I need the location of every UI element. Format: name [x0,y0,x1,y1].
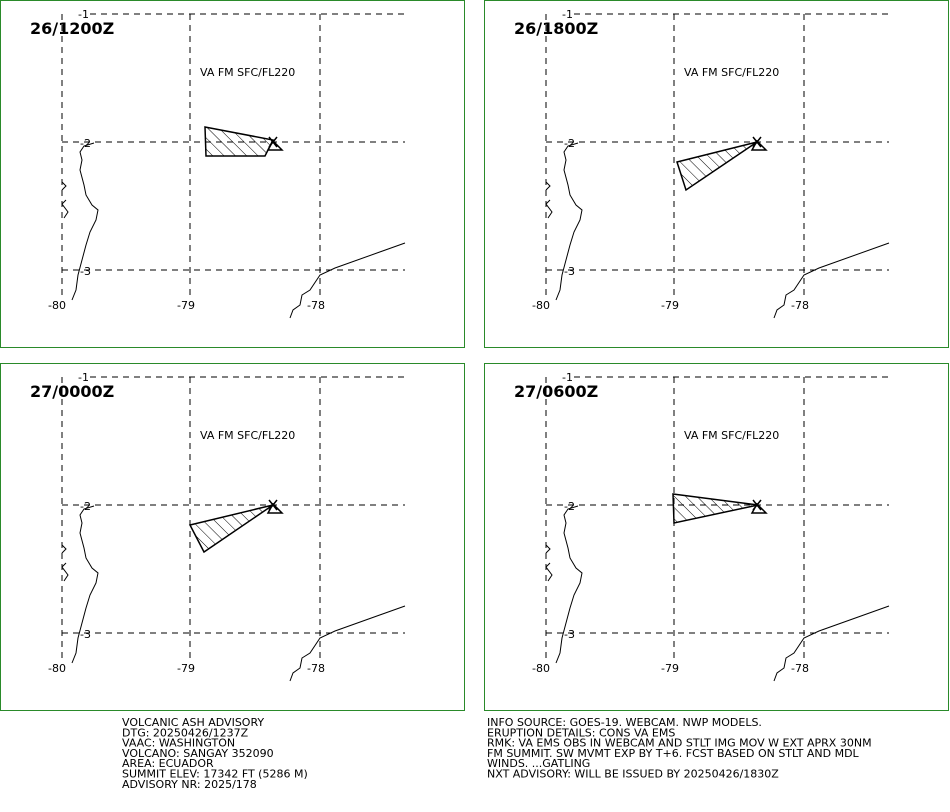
lat-label: -2 [80,137,91,150]
lon-label: -78 [307,299,325,312]
ash-label: VA FM SFC/FL220 [684,66,779,79]
map-panel: -1 -2 -3 -80 -79 -78 27/0000Z VA FM SFC/FL220 [0,363,465,711]
advisory-line: ERUPTION DETAILS: CONS VA EMS [487,726,675,739]
lon-label: -79 [177,662,195,675]
advisory-line: VOLCANO: SANGAY 352090 [122,747,274,760]
lat-label: -3 [80,628,91,641]
lat-label: -3 [564,628,575,641]
coastline [61,562,69,582]
advisory-line: ADVISORY NR: 2025/178 [122,778,257,791]
ash-area [188,504,274,554]
coastline [289,242,406,319]
lat-label: -3 [80,265,91,278]
coastline [61,181,67,191]
valid-time: 26/1800Z [514,19,598,38]
coastline [71,505,99,664]
advisory-line: NXT ADVISORY: WILL BE ISSUED BY 20250426… [487,768,779,781]
advisory-line: INFO SOURCE: GOES-19. WEBCAM. NWP MODELS… [487,716,762,729]
lon-label: -79 [661,299,679,312]
lon-label: -79 [177,299,195,312]
volcano-symbol [266,499,284,514]
map-panel: -1 -2 -3 -80 -79 -78 26/1800Z VA FM SFC/FL220 [484,0,949,348]
map-panel: -1 -2 -3 -80 -79 -78 26/1200Z VA FM SFC/FL220 [0,0,465,348]
coastline [61,544,67,554]
lat-label: -3 [564,265,575,278]
coastline [71,142,99,301]
coastline [545,199,553,219]
volcano-symbol [750,499,768,514]
lon-label: -78 [791,299,809,312]
lon-label: -79 [661,662,679,675]
coastline [555,505,583,664]
valid-time: 26/1200Z [30,19,114,38]
lat-label: -1 [78,8,89,21]
volcano-symbol [750,136,768,151]
panel-border [484,363,949,711]
map-panel: -1 -2 -3 -80 -79 -78 27/0600Z VA FM SFC/FL220 [484,363,949,711]
lat-label: -2 [564,500,575,513]
lon-label: -78 [307,662,325,675]
coastline [545,544,551,554]
lon-label: -80 [48,299,66,312]
lat-label: -2 [564,137,575,150]
coastline [289,605,406,682]
ash-label: VA FM SFC/FL220 [200,66,295,79]
panel-border [0,0,465,348]
coastline [61,199,69,219]
coastline [555,142,583,301]
lat-label: -1 [78,371,89,384]
lat-label: -1 [562,371,573,384]
valid-time: 27/0600Z [514,382,598,401]
panel-border [484,0,949,348]
lon-label: -80 [48,662,66,675]
advisory-line: SUMMIT ELEV: 17342 FT (5286 M) [122,768,308,781]
coastline [773,242,890,319]
volcano-symbol [266,136,284,151]
ash-label: VA FM SFC/FL220 [684,429,779,442]
advisory-line: WINDS. ...GATLING [487,757,590,770]
valid-time: 27/0000Z [30,382,114,401]
lon-label: -80 [532,299,550,312]
advisory-line: RMK: VA EMS OBS IN WEBCAM AND STLT IMG M… [487,737,872,750]
lon-label: -80 [532,662,550,675]
coastline [545,181,551,191]
coastline [773,605,890,682]
ash-area [676,141,758,192]
lon-label: -78 [791,662,809,675]
panel-border [0,363,465,711]
coastline [545,562,553,582]
ash-label: VA FM SFC/FL220 [200,429,295,442]
advisory-line: VAAC: WASHINGTON [122,737,235,750]
ash-area [204,126,275,157]
lat-label: -1 [562,8,573,21]
advisory-line: VOLCANIC ASH ADVISORY [122,716,264,729]
advisory-line: FM SUMMIT. SW MVMT EXP BY T+6. FCST BASE… [487,747,860,760]
advisory-line: AREA: ECUADOR [122,757,214,770]
lat-label: -2 [80,500,91,513]
advisory-line: DTG: 20250426/1237Z [122,726,249,739]
ash-area [672,493,759,524]
